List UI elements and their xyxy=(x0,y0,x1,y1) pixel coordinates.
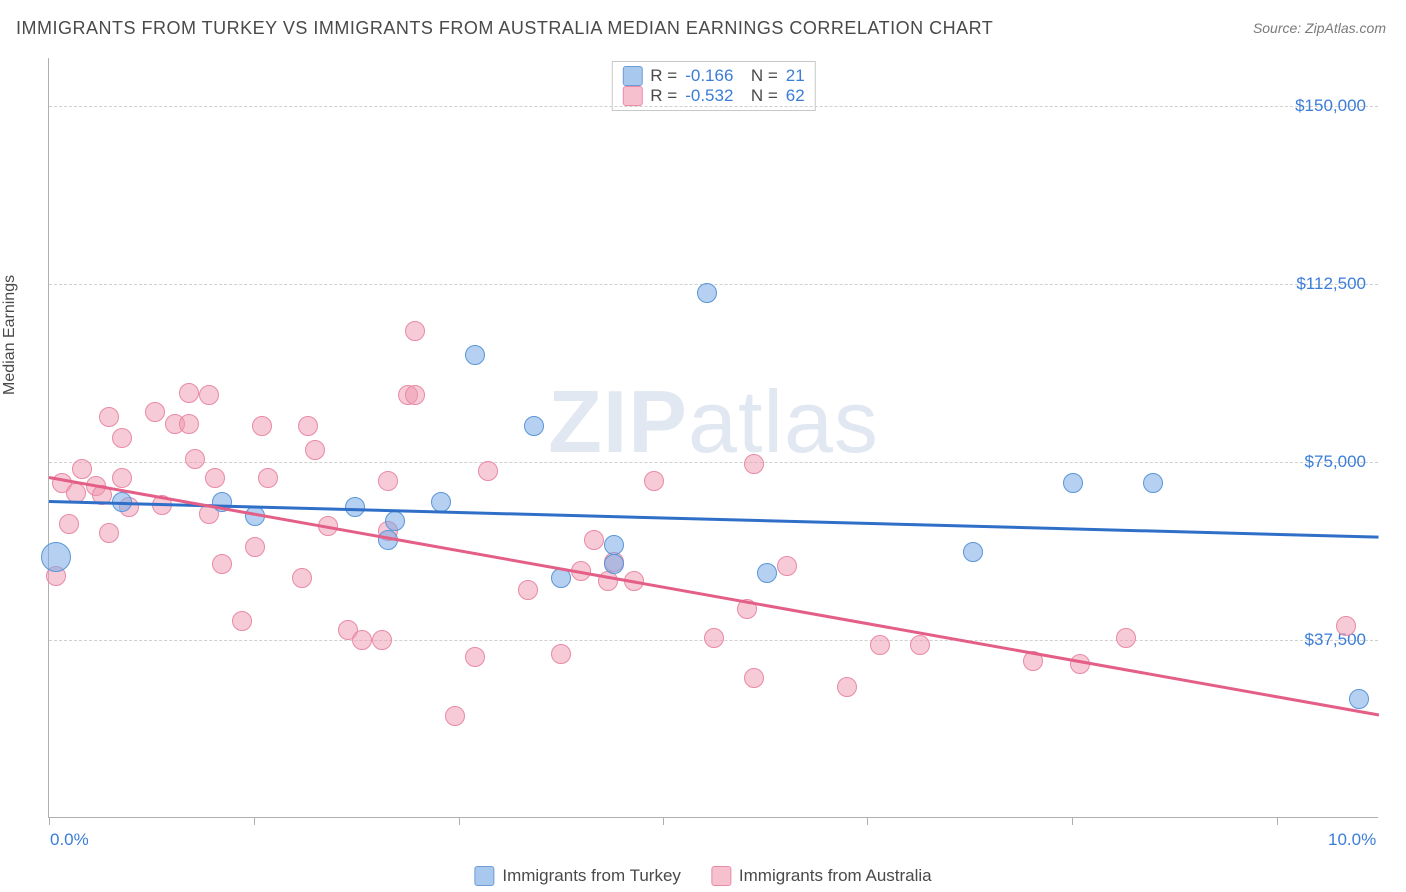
x-tick-label: 10.0% xyxy=(1328,830,1376,850)
legend-r-value: -0.166 xyxy=(685,66,733,86)
scatter-point-turkey xyxy=(345,497,365,517)
scatter-point-australia xyxy=(644,471,664,491)
scatter-point-australia xyxy=(59,514,79,534)
scatter-point-australia xyxy=(185,449,205,469)
scatter-point-turkey xyxy=(41,542,71,572)
scatter-point-australia xyxy=(445,706,465,726)
legend-item-australia: Immigrants from Australia xyxy=(711,866,932,886)
scatter-point-australia xyxy=(551,644,571,664)
source-label: Source: ZipAtlas.com xyxy=(1253,20,1386,36)
scatter-point-australia xyxy=(518,580,538,600)
watermark-atlas: atlas xyxy=(688,372,879,471)
scatter-point-australia xyxy=(372,630,392,650)
scatter-point-australia xyxy=(378,471,398,491)
legend-label: Immigrants from Turkey xyxy=(502,866,681,886)
x-tick xyxy=(49,817,50,825)
scatter-point-australia xyxy=(405,321,425,341)
scatter-point-turkey xyxy=(697,283,717,303)
scatter-point-australia xyxy=(245,537,265,557)
y-tick-label: $37,500 xyxy=(1305,630,1366,650)
y-tick-label: $150,000 xyxy=(1295,96,1366,116)
scatter-point-australia xyxy=(298,416,318,436)
scatter-point-australia xyxy=(205,468,225,488)
legend-n-label: N = xyxy=(741,66,777,86)
scatter-point-australia xyxy=(112,468,132,488)
legend-series: Immigrants from Turkey Immigrants from Au… xyxy=(474,866,931,886)
scatter-point-australia xyxy=(212,554,232,574)
y-axis-label: Median Earnings xyxy=(1,275,19,395)
legend-r-value: -0.532 xyxy=(685,86,733,106)
scatter-point-australia xyxy=(112,428,132,448)
scatter-point-australia xyxy=(744,454,764,474)
legend-n-value: 21 xyxy=(786,66,805,86)
watermark-zip: ZIP xyxy=(548,372,688,471)
scatter-point-australia xyxy=(837,677,857,697)
swatch-australia xyxy=(622,86,642,106)
gridline xyxy=(49,462,1378,463)
chart-title: IMMIGRANTS FROM TURKEY VS IMMIGRANTS FRO… xyxy=(16,18,993,39)
scatter-point-australia xyxy=(870,635,890,655)
legend-label: Immigrants from Australia xyxy=(739,866,932,886)
scatter-point-turkey xyxy=(1143,473,1163,493)
scatter-point-turkey xyxy=(963,542,983,562)
scatter-point-australia xyxy=(910,635,930,655)
scatter-point-turkey xyxy=(385,511,405,531)
x-tick xyxy=(1072,817,1073,825)
scatter-point-turkey xyxy=(524,416,544,436)
scatter-point-australia xyxy=(99,523,119,543)
scatter-point-turkey xyxy=(431,492,451,512)
scatter-point-turkey xyxy=(1349,689,1369,709)
scatter-point-australia xyxy=(72,459,92,479)
x-tick xyxy=(867,817,868,825)
x-tick xyxy=(1277,817,1278,825)
scatter-point-australia xyxy=(704,628,724,648)
x-tick xyxy=(254,817,255,825)
gridline xyxy=(49,106,1378,107)
scatter-point-turkey xyxy=(604,535,624,555)
scatter-point-australia xyxy=(744,668,764,688)
scatter-point-australia xyxy=(305,440,325,460)
scatter-point-australia xyxy=(99,407,119,427)
swatch-turkey xyxy=(474,866,494,886)
legend-n-value: 62 xyxy=(786,86,805,106)
y-tick-label: $112,500 xyxy=(1296,274,1366,294)
scatter-point-australia xyxy=(405,385,425,405)
watermark: ZIPatlas xyxy=(548,371,879,473)
legend-n-label: N = xyxy=(741,86,777,106)
scatter-point-australia xyxy=(199,385,219,405)
scatter-point-australia xyxy=(252,416,272,436)
scatter-point-australia xyxy=(232,611,252,631)
scatter-point-australia xyxy=(584,530,604,550)
scatter-point-turkey xyxy=(1063,473,1083,493)
legend-row-turkey: R = -0.166 N = 21 xyxy=(622,66,804,86)
scatter-point-australia xyxy=(292,568,312,588)
plot-area: ZIPatlas R = -0.166 N = 21R = -0.532 N =… xyxy=(48,58,1378,818)
x-tick xyxy=(459,817,460,825)
scatter-point-australia xyxy=(179,383,199,403)
legend-correlation: R = -0.166 N = 21R = -0.532 N = 62 xyxy=(611,61,815,111)
scatter-point-australia xyxy=(258,468,278,488)
legend-item-turkey: Immigrants from Turkey xyxy=(474,866,681,886)
scatter-point-australia xyxy=(777,556,797,576)
y-tick-label: $75,000 xyxy=(1305,452,1366,472)
swatch-australia xyxy=(711,866,731,886)
scatter-point-australia xyxy=(145,402,165,422)
scatter-point-australia xyxy=(465,647,485,667)
scatter-point-australia xyxy=(179,414,199,434)
trend-line-australia xyxy=(49,476,1379,716)
scatter-point-australia xyxy=(1336,616,1356,636)
scatter-point-turkey xyxy=(604,554,624,574)
swatch-turkey xyxy=(622,66,642,86)
scatter-point-turkey xyxy=(465,345,485,365)
legend-r-label: R = xyxy=(650,86,677,106)
scatter-point-australia xyxy=(352,630,372,650)
x-tick xyxy=(663,817,664,825)
scatter-point-australia xyxy=(478,461,498,481)
scatter-point-turkey xyxy=(757,563,777,583)
legend-r-label: R = xyxy=(650,66,677,86)
x-tick-label: 0.0% xyxy=(50,830,89,850)
scatter-point-australia xyxy=(1116,628,1136,648)
legend-row-australia: R = -0.532 N = 62 xyxy=(622,86,804,106)
